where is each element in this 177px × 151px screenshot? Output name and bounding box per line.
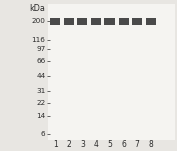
Text: 66: 66 <box>36 58 45 64</box>
Text: 5: 5 <box>107 140 112 149</box>
Text: 2: 2 <box>67 140 72 149</box>
Text: kDa: kDa <box>30 4 45 13</box>
Text: 1: 1 <box>53 140 58 149</box>
Text: 6: 6 <box>121 140 126 149</box>
Bar <box>132 18 142 25</box>
Text: 97: 97 <box>36 46 45 52</box>
Text: 14: 14 <box>36 113 45 119</box>
Text: 7: 7 <box>134 140 139 149</box>
Text: 6: 6 <box>41 131 45 137</box>
Text: 8: 8 <box>149 140 153 149</box>
Bar <box>91 18 101 25</box>
Bar <box>50 18 60 25</box>
Text: 22: 22 <box>36 100 45 106</box>
Text: 116: 116 <box>32 37 45 43</box>
Text: 44: 44 <box>36 74 45 79</box>
Bar <box>146 18 156 25</box>
Text: 31: 31 <box>36 88 45 94</box>
Bar <box>104 18 115 25</box>
Bar <box>64 18 74 25</box>
Bar <box>77 18 87 25</box>
Text: 200: 200 <box>32 18 45 24</box>
Text: 4: 4 <box>94 140 99 149</box>
Text: 3: 3 <box>80 140 85 149</box>
Bar <box>48 4 175 140</box>
Bar <box>119 18 129 25</box>
